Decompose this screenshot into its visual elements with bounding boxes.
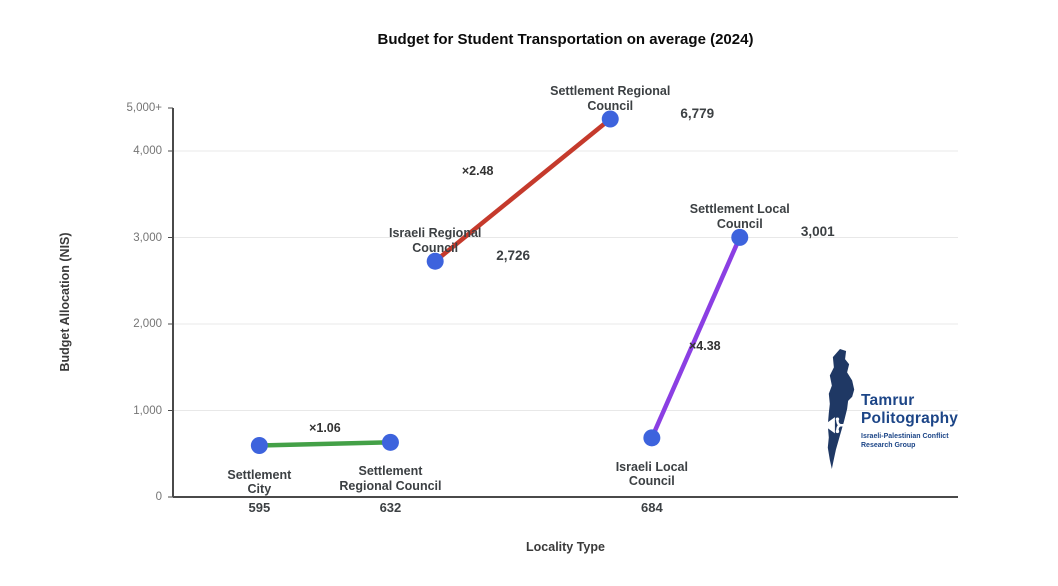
y-tick-label: 3,000	[133, 231, 162, 244]
trident-dot	[835, 429, 840, 434]
series-line	[433, 117, 612, 263]
multiplier-label: ×4.38	[688, 338, 721, 353]
left-arrow-notch-icon	[823, 417, 835, 434]
y-tick-label: 2,000	[133, 318, 162, 330]
point-name-label: Settlement Regional Council	[550, 84, 671, 113]
axis-value-label: 595	[248, 500, 271, 515]
point-name-label: Settlement Regional Council	[339, 464, 442, 493]
point-value-label: 2,726	[496, 248, 531, 264]
data-point	[731, 228, 749, 246]
logo-title-line1: Tamrur	[861, 392, 915, 409]
data-point	[601, 110, 619, 128]
israel-map-icon	[823, 349, 855, 469]
point-name-label: Israeli Local Council	[615, 459, 688, 489]
point-name-label: Settlement Local Council	[689, 202, 790, 231]
y-tick-label: 0	[155, 491, 162, 503]
trident-icon	[836, 418, 852, 432]
data-point	[250, 437, 268, 455]
trident-dot	[835, 417, 840, 421]
chart-title: Budget for Student Transportation on ave…	[377, 31, 754, 48]
logo-text: Tamrur Politography Israeli-Palestinian …	[861, 392, 958, 450]
y-tick-label: 5,000+	[126, 102, 163, 114]
axis-value-label: 684	[640, 500, 663, 515]
multiplier-label: ×1.06	[309, 420, 341, 435]
multiplier-label: ×2.48	[461, 164, 494, 179]
data-point	[381, 433, 399, 451]
logo: Tamrur Politography Israeli-Palestinian …	[815, 348, 990, 470]
y-tick-label: 1,000	[133, 404, 162, 417]
logo-subtitle-line1: Israeli-Palestinian Conflict	[861, 433, 949, 440]
logo-subtitle-line2: Research Group	[861, 442, 916, 449]
point-name-label: Israeli Regional Council	[388, 226, 482, 255]
point-name-label: Settlement City	[227, 467, 292, 497]
series-line	[259, 440, 391, 448]
y-tick-label: 4,000	[133, 145, 162, 157]
data-point	[426, 252, 444, 270]
axis-value-label: 632	[379, 500, 402, 515]
series-line	[649, 236, 742, 439]
data-point	[643, 429, 661, 447]
point-value-label: 6,779	[680, 106, 715, 121]
point-value-label: 3,001	[800, 224, 835, 240]
x-axis-title: Locality Type	[526, 540, 605, 554]
logo-title-line2: Politography	[861, 410, 959, 427]
